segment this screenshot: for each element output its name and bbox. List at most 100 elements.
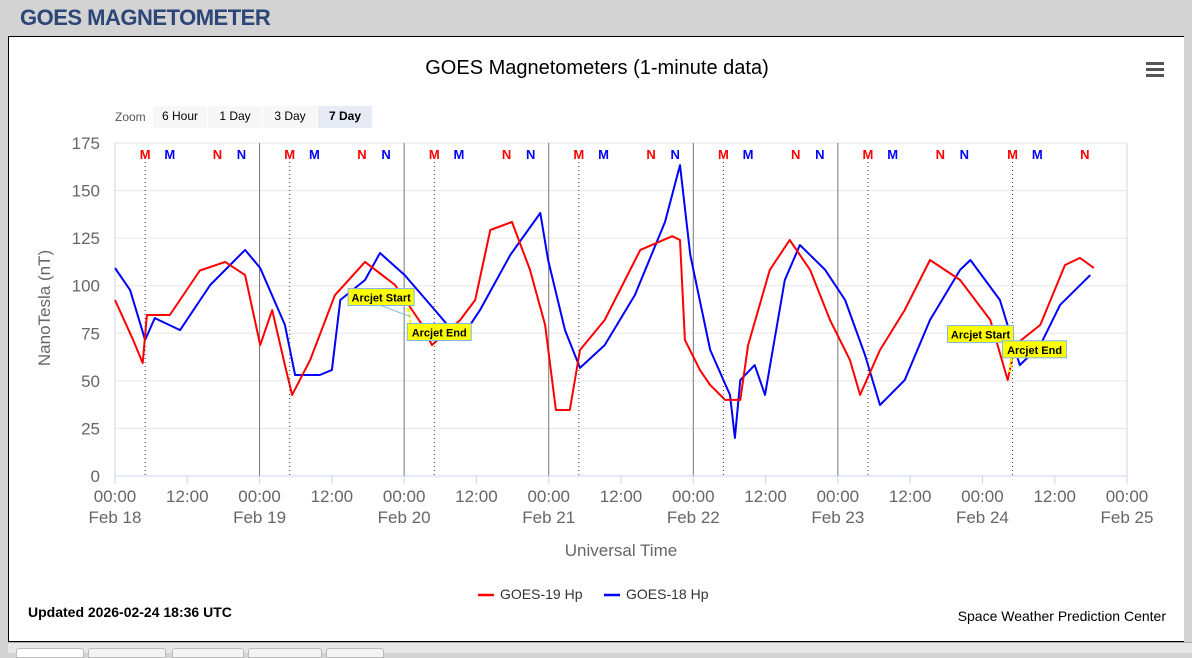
hamburger-menu-icon[interactable] <box>1146 62 1164 77</box>
x-tick-time: 00:00 <box>238 487 281 506</box>
marker-M: M <box>309 147 320 162</box>
zoom-button-1-day[interactable]: 1 Day <box>208 106 262 128</box>
y-tick-label: 125 <box>72 229 100 248</box>
legend-item-goes-18-hp[interactable]: GOES-18 Hp <box>604 586 709 602</box>
zoom-button-7-day[interactable]: 7 Day <box>318 106 372 128</box>
x-tick-time: 00:00 <box>527 487 570 506</box>
zoom-button-bg <box>318 106 372 128</box>
zoom-button-bg <box>208 106 262 128</box>
x-tick-date: Feb 19 <box>233 508 286 527</box>
annotation-box <box>947 325 1015 344</box>
zoom-button-label[interactable]: 6 Hour <box>162 109 198 123</box>
x-tick-date: Feb 25 <box>1101 508 1154 527</box>
annotation-label: Arcjet Start <box>951 330 1011 342</box>
series-line-goes-19-hp <box>114 221 1095 411</box>
page-title: GOES MAGNETOMETER <box>20 5 271 30</box>
x-axis-label: Universal Time <box>565 541 677 560</box>
marker-N: N <box>815 147 824 162</box>
marker-M: M <box>573 147 584 162</box>
series-line-goes-18-hp <box>114 164 1092 439</box>
marker-N: N <box>646 147 655 162</box>
annotation-connector <box>380 305 411 318</box>
marker-N: N <box>213 147 222 162</box>
annotation-label: Arcjet End <box>412 327 467 339</box>
zoom-button-label[interactable]: 7 Day <box>329 109 361 123</box>
y-tick-label: 25 <box>81 419 100 438</box>
marker-N: N <box>1080 147 1089 162</box>
x-tick-time: 00:00 <box>672 487 715 506</box>
marker-M: M <box>284 147 295 162</box>
x-tick-time: 00:00 <box>94 487 137 506</box>
y-tick-label: 75 <box>81 324 100 343</box>
marker-M: M <box>454 147 465 162</box>
marker-N: N <box>526 147 535 162</box>
x-tick-time: 12:00 <box>311 487 354 506</box>
credit-text: Space Weather Prediction Center <box>958 608 1167 624</box>
marker-M: M <box>718 147 729 162</box>
legend-label[interactable]: GOES-18 Hp <box>626 586 709 602</box>
x-tick-time: 12:00 <box>1033 487 1076 506</box>
y-tick-label: 100 <box>72 277 100 296</box>
x-tick-date: Feb 20 <box>378 508 431 527</box>
y-tick-label: 175 <box>72 134 100 153</box>
y-tick-label: 0 <box>91 467 100 486</box>
x-tick-date: Feb 22 <box>667 508 720 527</box>
y-axis-label: NanoTesla (nT) <box>35 250 54 366</box>
tab-strip <box>8 642 1192 653</box>
bottom-tab[interactable] <box>248 648 322 658</box>
marker-N: N <box>381 147 390 162</box>
y-tick-label: 150 <box>72 182 100 201</box>
y-tick-label: 50 <box>81 372 100 391</box>
zoom-button-label[interactable]: 1 Day <box>219 109 250 123</box>
x-tick-time: 12:00 <box>744 487 787 506</box>
marker-M: M <box>743 147 754 162</box>
x-tick-time: 00:00 <box>961 487 1004 506</box>
annotation-box <box>347 288 415 307</box>
x-tick-date: Feb 21 <box>522 508 575 527</box>
annotation-box <box>406 322 472 341</box>
x-tick-time: 12:00 <box>455 487 498 506</box>
x-tick-date: Feb 24 <box>956 508 1009 527</box>
marker-N: N <box>791 147 800 162</box>
bottom-tab[interactable] <box>88 648 166 658</box>
annotation-box <box>1002 340 1068 359</box>
zoom-button-3-day[interactable]: 3 Day <box>263 106 317 128</box>
marker-M: M <box>140 147 151 162</box>
zoom-button-bg <box>153 106 207 128</box>
bottom-tab[interactable] <box>326 648 384 658</box>
x-tick-time: 00:00 <box>383 487 426 506</box>
marker-M: M <box>429 147 440 162</box>
marker-M: M <box>598 147 609 162</box>
marker-M: M <box>1032 147 1043 162</box>
marker-N: N <box>960 147 969 162</box>
x-tick-time: 00:00 <box>1106 487 1149 506</box>
annotation-label: Arcjet End <box>1007 345 1062 357</box>
zoom-button-6-hour[interactable]: 6 Hour <box>153 106 207 128</box>
marker-N: N <box>357 147 366 162</box>
zoom-button-label[interactable]: 3 Day <box>274 109 305 123</box>
marker-N: N <box>671 147 680 162</box>
marker-N: N <box>936 147 945 162</box>
zoom-label: Zoom <box>115 110 146 124</box>
marker-M: M <box>164 147 175 162</box>
chart-title: GOES Magnetometers (1-minute data) <box>425 57 768 79</box>
marker-N: N <box>502 147 511 162</box>
legend-item-goes-19-hp[interactable]: GOES-19 Hp <box>478 586 583 602</box>
x-tick-time: 12:00 <box>889 487 932 506</box>
x-tick-time: 00:00 <box>817 487 860 506</box>
bottom-tab[interactable] <box>172 648 244 658</box>
marker-M: M <box>887 147 898 162</box>
legend-label[interactable]: GOES-19 Hp <box>500 586 583 602</box>
zoom-button-bg <box>263 106 317 128</box>
x-tick-date: Feb 18 <box>89 508 142 527</box>
x-tick-date: Feb 23 <box>811 508 864 527</box>
updated-timestamp: Updated 2026-02-24 18:36 UTC <box>28 604 232 620</box>
arcjet-trace <box>1007 339 1014 373</box>
annotation-label: Arcjet Start <box>352 293 412 305</box>
bottom-tab[interactable] <box>16 648 84 658</box>
marker-N: N <box>237 147 246 162</box>
x-tick-time: 12:00 <box>600 487 643 506</box>
marker-M: M <box>863 147 874 162</box>
plot-border <box>114 142 1128 477</box>
